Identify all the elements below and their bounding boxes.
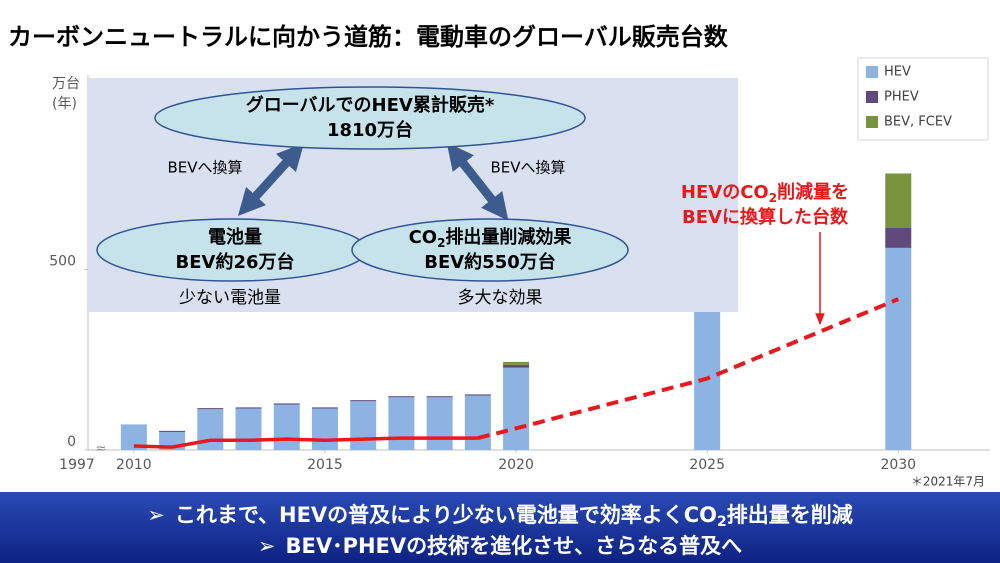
bar xyxy=(885,227,912,248)
bar xyxy=(273,403,300,405)
inset-panel: グローバルでのHEV累計販売* 1810万台 BEVへ換算 BEVへ換算 電池量… xyxy=(88,78,738,312)
inset-text: 電池量 xyxy=(208,226,262,248)
bar xyxy=(885,247,912,450)
bar xyxy=(503,367,530,450)
banner-text: ➢ これまで、HEVの普及により少ない電池量で効率よくCO2排出量を削減 xyxy=(147,503,853,530)
legend-label: BEV, FCEV xyxy=(884,115,952,130)
legend-label: PHEV xyxy=(884,90,919,105)
double-arrow xyxy=(446,142,509,221)
x-tick-label: 2020 xyxy=(498,457,534,473)
bar xyxy=(885,173,912,228)
x-tick-label: 2025 xyxy=(689,457,725,473)
inset-text: グローバルでのHEV累計販売* xyxy=(246,94,495,116)
bar xyxy=(388,396,415,398)
line-solid xyxy=(133,436,478,449)
inset-text: BEV約550万台 xyxy=(424,251,556,273)
inset-caption: 少ない電池量 xyxy=(179,288,281,308)
line-dashed xyxy=(477,297,900,441)
banner xyxy=(0,492,1000,563)
double-arrow xyxy=(237,142,305,217)
bar xyxy=(197,409,224,450)
y-tick-label: 500 xyxy=(49,254,76,270)
bar xyxy=(464,394,491,396)
text-part: 排出量削減効果 xyxy=(445,226,572,248)
inset-text: CO2排出量削減効果 xyxy=(409,226,573,250)
inset-text: 1810万台 xyxy=(327,119,413,141)
text-part: BEV･PHEVの技術を進化させ、さらなる普及へ xyxy=(285,534,742,558)
banner-text: ➢ BEV･PHEVの技術を進化させ、さらなる普及へ xyxy=(258,534,742,558)
ellipse xyxy=(154,86,586,150)
bar xyxy=(503,364,530,368)
bar xyxy=(464,395,491,450)
x-tick-label: 2030 xyxy=(880,457,916,473)
legend-swatch xyxy=(866,116,878,128)
bar xyxy=(311,408,338,450)
bar xyxy=(235,408,262,450)
legend-swatch xyxy=(866,91,878,103)
text-part: これまで、HEVの普及により少ない電池量で効率よくCO xyxy=(175,503,717,527)
inset-text: BEVへ換算 xyxy=(167,159,242,177)
y-axis-label: 万台 xyxy=(52,76,80,92)
subscript: 2 xyxy=(717,514,727,530)
text-part: HEVのCO xyxy=(681,182,769,203)
bar xyxy=(426,396,453,398)
bar xyxy=(197,408,224,410)
y-tick-label: 0 xyxy=(67,434,76,450)
legend-box xyxy=(857,57,989,141)
bar xyxy=(350,400,377,402)
text-part: 削減量を xyxy=(777,181,849,203)
text-part: CO xyxy=(409,227,438,248)
bar xyxy=(235,407,262,409)
subscript: 2 xyxy=(769,191,777,205)
y-axis-label: (年) xyxy=(52,96,77,112)
ellipse xyxy=(351,218,629,282)
bar xyxy=(273,404,300,450)
bar xyxy=(503,361,530,365)
inset-caption: 多大な効果 xyxy=(458,288,543,308)
legend-swatch xyxy=(866,66,878,78)
legend-label: HEV xyxy=(884,65,911,80)
inset-text: BEVへ換算 xyxy=(490,159,565,177)
x-tick-label: 1997 xyxy=(59,457,95,473)
inset-text: BEV約26万台 xyxy=(176,251,295,273)
annotation: HEVのCO2削減量を xyxy=(681,181,849,205)
subscript: 2 xyxy=(437,236,445,250)
axis-break: ≈ xyxy=(96,442,107,457)
bar xyxy=(388,397,415,450)
x-tick-label: 2015 xyxy=(307,457,343,473)
bullet: ➢ xyxy=(147,503,165,527)
plot-area: 万台 (年) 0 500 1997≈2010 2015 2020 2025 2030 HEV PHE… xyxy=(49,57,990,473)
bullet: ➢ xyxy=(258,534,276,558)
slide-title: カーボンニュートラルに向かう道筋：電動車のグローバル販売台数 xyxy=(8,23,729,51)
legend: HEV PHEV BEV, FCEV xyxy=(857,57,989,141)
annotation: BEVに換算した台数 xyxy=(682,206,849,228)
bar xyxy=(350,401,377,450)
text-part: 排出量を削減 xyxy=(727,503,853,527)
bar xyxy=(311,407,338,409)
bar xyxy=(426,397,453,450)
footnote: ＊2021年7月 xyxy=(911,475,985,489)
bar xyxy=(159,430,186,432)
x-tick-label: 2010 xyxy=(116,457,152,473)
